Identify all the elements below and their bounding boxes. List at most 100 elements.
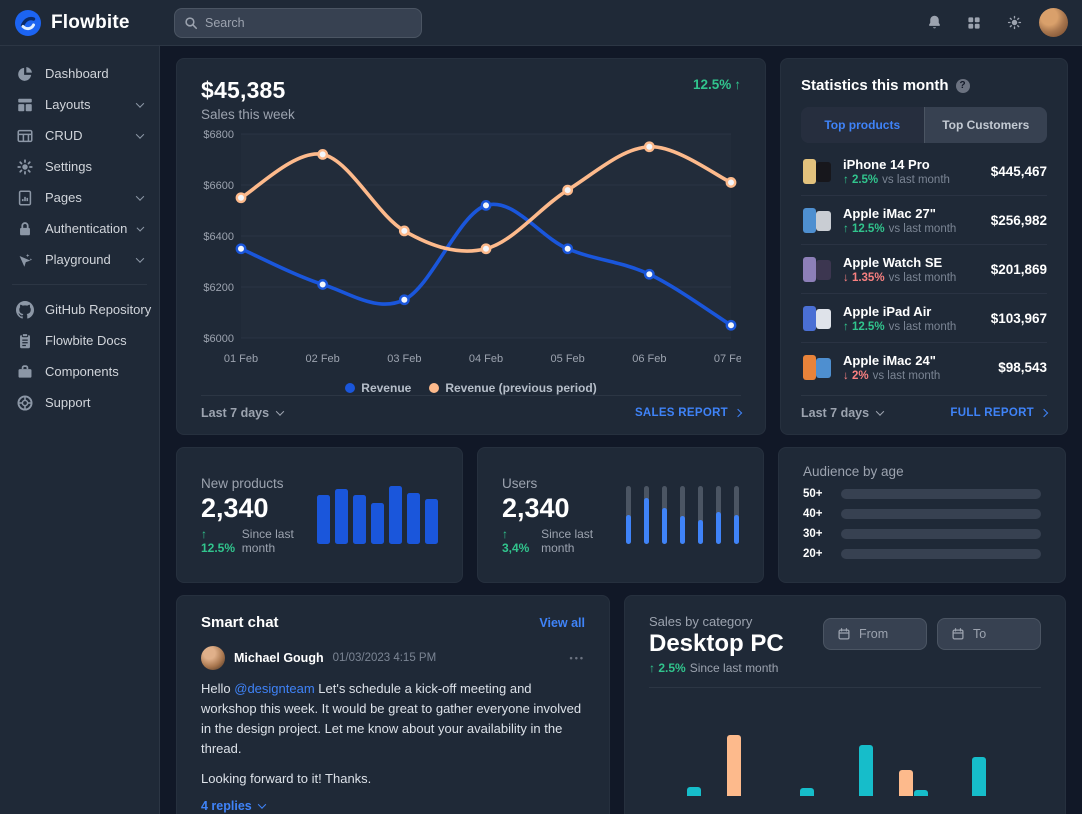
flowbite-logo-icon — [14, 9, 42, 37]
product-row: Apple Watch SE ↓ 1.35% vs last month $201… — [801, 244, 1047, 293]
audience-bars: 50+ 40+ 30+ 20+ — [803, 488, 1041, 560]
sidebar-item-settings[interactable]: Settings — [10, 151, 149, 182]
product-change: ↑ 12.5% vs last month — [843, 222, 957, 235]
sidebar-item-dashboard[interactable]: Dashboard — [10, 58, 149, 89]
svg-text:$6200: $6200 — [203, 282, 234, 294]
trend-up-icon: ↑ — [734, 77, 741, 92]
sidebar-item-components[interactable]: Components — [10, 356, 149, 387]
chart-legend: Revenue Revenue (previous period) — [201, 381, 741, 395]
chevron-down-icon — [135, 98, 145, 108]
notifications-bell-icon[interactable] — [919, 8, 949, 38]
trend-up-icon: ↑ — [201, 526, 207, 541]
date-from-input[interactable]: From — [823, 618, 927, 650]
calendar-icon — [837, 627, 851, 641]
settings-icon — [16, 158, 34, 176]
product-image — [801, 205, 833, 235]
help-icon[interactable]: ? — [955, 78, 970, 93]
search-icon — [184, 16, 198, 30]
sidebar-item-playground[interactable]: Playground — [10, 244, 149, 275]
statistics-card: Statistics this month ? Top products Top … — [780, 58, 1068, 435]
new-products-card: New products 2,340 ↑ 12.5% Since last mo… — [176, 447, 463, 583]
chevron-down-icon — [135, 191, 145, 201]
chevron-down-icon — [135, 129, 145, 139]
spark-bar — [662, 486, 667, 544]
mention-link[interactable]: @designteam — [234, 681, 315, 696]
product-amount: $445,467 — [990, 163, 1047, 179]
spark-bar — [698, 486, 703, 544]
sales-this-week-card: $45,385 Sales this week 12.5% ↑ $6000 $62… — [176, 58, 766, 435]
svg-text:05 Feb: 05 Feb — [551, 353, 585, 365]
legend-item[interactable]: Revenue (previous period) — [429, 381, 597, 395]
user-avatar[interactable] — [1039, 8, 1068, 37]
sidebar-item-flowbite-docs[interactable]: Flowbite Docs — [10, 325, 149, 356]
date-to-input[interactable]: To — [937, 618, 1041, 650]
sales-report-link[interactable]: Sales Report — [635, 407, 743, 419]
date-range-dropdown[interactable]: Last 7 days — [801, 406, 885, 420]
tab-top-customers[interactable]: Top Customers — [923, 107, 1048, 143]
svg-text:02 Feb: 02 Feb — [306, 353, 340, 365]
top-products-list: iPhone 14 Pro ↑ 2.5% vs last month $445,4… — [801, 147, 1047, 391]
full-report-link[interactable]: Full Report — [950, 407, 1049, 419]
tab-top-products[interactable]: Top products — [801, 107, 924, 143]
chat-messages: Michael Gough 01/03/2023 4:15 PM ••• Hel… — [201, 646, 585, 814]
crud-icon — [16, 127, 34, 145]
dashboard-icon — [16, 65, 34, 83]
calendar-icon — [951, 627, 965, 641]
apps-grid-icon[interactable] — [959, 8, 989, 38]
sidebar-item-support[interactable]: Support — [10, 387, 149, 418]
chevron-down-icon — [875, 407, 885, 416]
top-navbar: Flowbite — [0, 0, 1082, 46]
sidebar-item-github-repository[interactable]: GitHub Repository — [10, 294, 151, 325]
layouts-icon — [16, 96, 34, 114]
svg-text:$6400: $6400 — [203, 231, 234, 243]
sidebar-item-pages[interactable]: Pages — [10, 182, 149, 213]
spark-bar — [353, 495, 366, 544]
statistics-tabs: Top products Top Customers — [801, 107, 1047, 143]
svg-text:04 Feb: 04 Feb — [469, 353, 503, 365]
trend-up-icon: ↑ — [649, 661, 655, 675]
chevron-down-icon — [136, 223, 145, 231]
category-bar — [727, 735, 741, 796]
audience-label: 50+ — [803, 488, 823, 500]
svg-text:07 Feb: 07 Feb — [714, 353, 741, 365]
brand-name: Flowbite — [51, 11, 130, 33]
replies-toggle[interactable]: 4 replies — [201, 799, 266, 813]
message-menu-icon[interactable]: ••• — [569, 653, 585, 663]
sidebar-item-crud[interactable]: CRUD — [10, 120, 149, 151]
svg-text:$6000: $6000 — [203, 333, 234, 345]
audience-title: Audience by age — [803, 464, 904, 479]
product-amount: $103,967 — [990, 310, 1047, 326]
main-content: $45,385 Sales this week 12.5% ↑ $6000 $62… — [160, 46, 1082, 814]
product-amount: $201,869 — [990, 261, 1047, 277]
search-input[interactable] — [205, 15, 412, 30]
audience-by-age-card: Audience by age 50+ 40+ 30+ 20+ — [778, 447, 1066, 583]
sidebar-divider — [12, 284, 147, 285]
product-name: Apple Watch SE — [843, 254, 943, 270]
spark-bar — [626, 486, 631, 544]
svg-text:01 Feb: 01 Feb — [224, 353, 258, 365]
audience-row: 20+ — [803, 548, 1041, 560]
kpi-value: 2,340 — [502, 492, 570, 523]
message-author: Michael Gough — [234, 651, 324, 665]
category-bar — [800, 788, 814, 796]
chevron-down-icon — [257, 800, 266, 809]
product-image — [801, 156, 833, 186]
category-bar — [859, 745, 873, 796]
date-range-dropdown[interactable]: Last 7 days — [201, 406, 285, 420]
view-all-link[interactable]: View all — [539, 615, 585, 630]
chevron-right-icon — [1039, 408, 1049, 418]
revenue-line-chart: $6000 $6200 $6400 $6600 $6800 01 Feb 02 Feb 03 … — [201, 122, 748, 379]
product-row: Apple iMac 24" ↓ 2% vs last month $98,543 — [801, 342, 1047, 391]
legend-item[interactable]: Revenue — [345, 381, 411, 395]
kpi-value: 2,340 — [201, 492, 269, 523]
theme-sun-icon[interactable] — [999, 8, 1029, 38]
brand-link[interactable]: Flowbite — [14, 9, 164, 37]
category-bar — [972, 757, 986, 796]
sidebar-item-layouts[interactable]: Layouts — [10, 89, 149, 120]
spark-bar — [644, 486, 649, 544]
product-change: ↑ 2.5% vs last month — [843, 173, 950, 186]
playground-icon — [16, 251, 34, 269]
chat-message: Michael Gough 01/03/2023 4:15 PM ••• Hel… — [201, 646, 585, 814]
product-amount: $256,982 — [990, 212, 1047, 228]
sidebar-item-authentication[interactable]: Authentication — [10, 213, 149, 244]
